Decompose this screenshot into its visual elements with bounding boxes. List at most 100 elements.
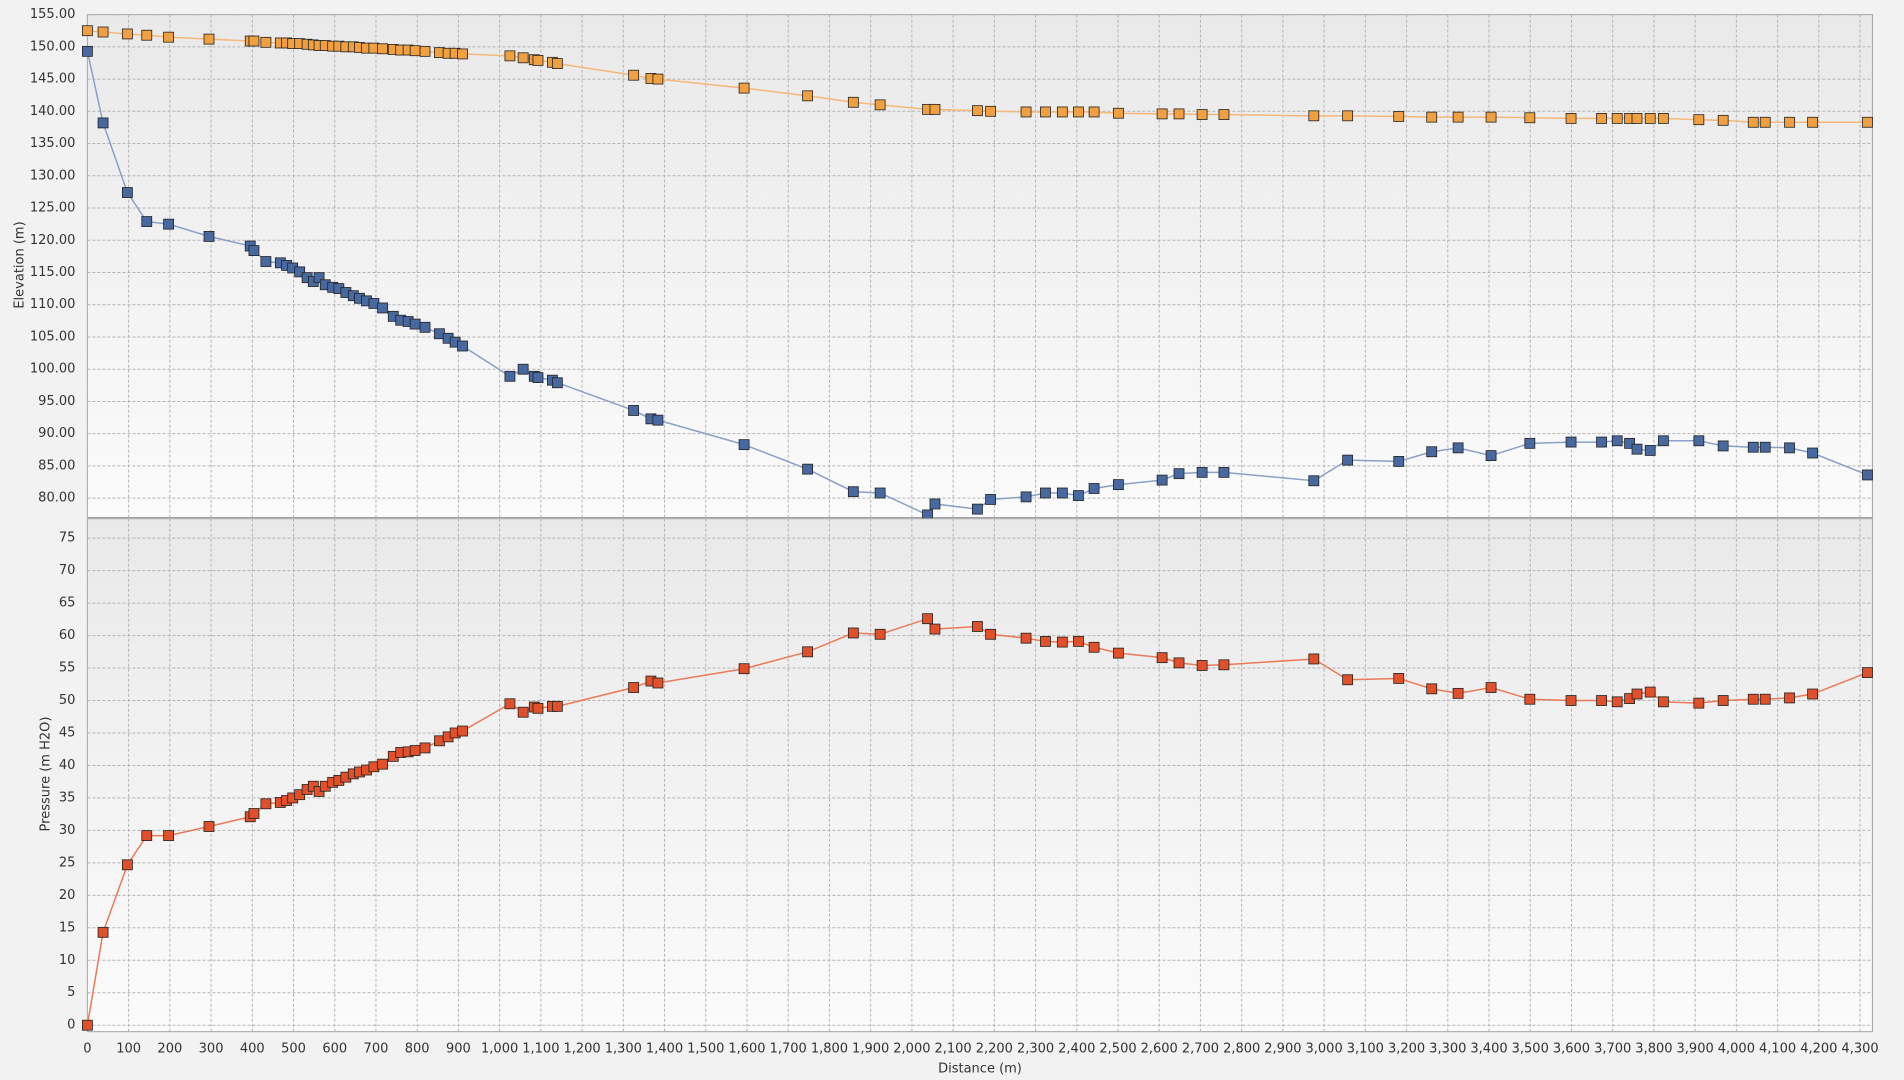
x-tick-label: 0 xyxy=(83,1042,91,1057)
data-point xyxy=(1196,109,1208,120)
data-point xyxy=(628,69,640,81)
data-point xyxy=(1040,487,1051,499)
data-point xyxy=(260,256,272,267)
y-tick-label: 80.00 xyxy=(38,491,75,506)
data-point xyxy=(551,58,563,70)
x-tick-label: 2,000 xyxy=(893,1042,930,1057)
x-tick-label: 4,000 xyxy=(1718,1042,1755,1057)
data-point xyxy=(1717,695,1729,706)
data-point xyxy=(922,613,933,625)
data-point xyxy=(163,830,175,841)
data-point xyxy=(1426,111,1438,123)
data-point xyxy=(121,859,133,871)
data-point xyxy=(1113,647,1124,659)
data-point xyxy=(121,187,133,198)
data-point xyxy=(1784,116,1795,128)
data-point xyxy=(1693,114,1705,126)
data-point xyxy=(248,808,260,819)
y-tick-label: 155.00 xyxy=(30,7,76,22)
data-point xyxy=(457,340,468,352)
data-point xyxy=(551,700,563,712)
data-point xyxy=(738,82,750,94)
x-tick-label: 100 xyxy=(116,1042,141,1057)
data-point xyxy=(1862,469,1873,481)
data-point xyxy=(985,494,997,505)
x-tick-label: 1,500 xyxy=(687,1042,724,1057)
data-point xyxy=(1426,683,1438,695)
data-point xyxy=(1196,466,1208,478)
data-point xyxy=(1524,437,1536,449)
data-point xyxy=(1218,109,1230,120)
data-point xyxy=(1113,479,1124,491)
data-point xyxy=(1784,692,1795,704)
data-point xyxy=(203,821,215,832)
y-tick-label: 40 xyxy=(59,758,76,773)
data-point xyxy=(1565,695,1577,706)
data-point xyxy=(972,621,983,632)
data-point xyxy=(377,43,388,55)
data-point xyxy=(248,35,260,47)
data-point xyxy=(1073,636,1084,647)
data-point xyxy=(203,230,215,242)
data-point xyxy=(294,266,306,278)
y-tick-label: 110.00 xyxy=(30,297,76,312)
data-point xyxy=(1342,674,1354,686)
data-point xyxy=(1759,116,1771,128)
data-point xyxy=(1308,653,1320,665)
x-tick-label: 2,700 xyxy=(1182,1042,1219,1057)
data-point xyxy=(802,646,813,658)
data-point xyxy=(1611,696,1623,708)
data-point xyxy=(1393,111,1405,122)
data-point xyxy=(504,370,516,382)
data-point xyxy=(504,50,516,62)
data-point xyxy=(1862,667,1873,678)
y-tick-label: 60 xyxy=(59,628,76,643)
data-point xyxy=(419,321,431,333)
x-tick-label: 3,100 xyxy=(1347,1042,1384,1057)
data-point xyxy=(1717,440,1729,452)
data-point xyxy=(97,117,109,129)
data-point xyxy=(1485,682,1497,693)
data-point xyxy=(551,377,563,389)
data-point xyxy=(419,45,431,57)
data-point xyxy=(457,725,468,737)
data-point xyxy=(738,439,750,451)
data-point xyxy=(1088,106,1100,118)
data-point xyxy=(1088,483,1100,494)
data-point xyxy=(652,73,664,85)
x-tick-label: 800 xyxy=(405,1042,430,1057)
x-tick-label: 2,400 xyxy=(1058,1042,1095,1057)
data-point xyxy=(82,1019,93,1031)
data-point xyxy=(847,627,859,639)
x-tick-label: 1,300 xyxy=(605,1042,642,1057)
x-tick-label: 3,600 xyxy=(1553,1042,1590,1057)
data-point xyxy=(1056,106,1068,118)
x-axis-label: Distance (m) xyxy=(938,1062,1022,1077)
data-point xyxy=(1747,441,1759,453)
data-point xyxy=(1452,111,1464,123)
data-point xyxy=(532,54,544,66)
x-tick-label: 4,300 xyxy=(1841,1042,1878,1057)
data-point xyxy=(532,702,544,714)
y-tick-label: 70 xyxy=(59,563,76,578)
x-tick-label: 700 xyxy=(364,1042,389,1057)
y-tick-label: 55 xyxy=(59,661,76,676)
data-point xyxy=(1218,659,1230,671)
data-point xyxy=(1342,110,1354,122)
x-tick-label: 3,700 xyxy=(1594,1042,1631,1057)
y-tick-label: 120.00 xyxy=(30,233,76,248)
data-point xyxy=(1657,696,1669,708)
data-point xyxy=(1631,113,1643,124)
data-point xyxy=(1020,632,1032,644)
data-point xyxy=(1056,636,1068,648)
x-tick-label: 1,400 xyxy=(646,1042,683,1057)
y-tick-label: 30 xyxy=(59,823,76,838)
data-point xyxy=(1452,442,1464,454)
data-point xyxy=(628,405,640,416)
data-point xyxy=(409,45,421,57)
y-tick-label: 90.00 xyxy=(38,426,75,441)
data-point xyxy=(1807,447,1819,459)
y-axis-label: Pressure (m H2O) xyxy=(39,717,54,832)
y-tick-label: 105.00 xyxy=(30,329,76,344)
